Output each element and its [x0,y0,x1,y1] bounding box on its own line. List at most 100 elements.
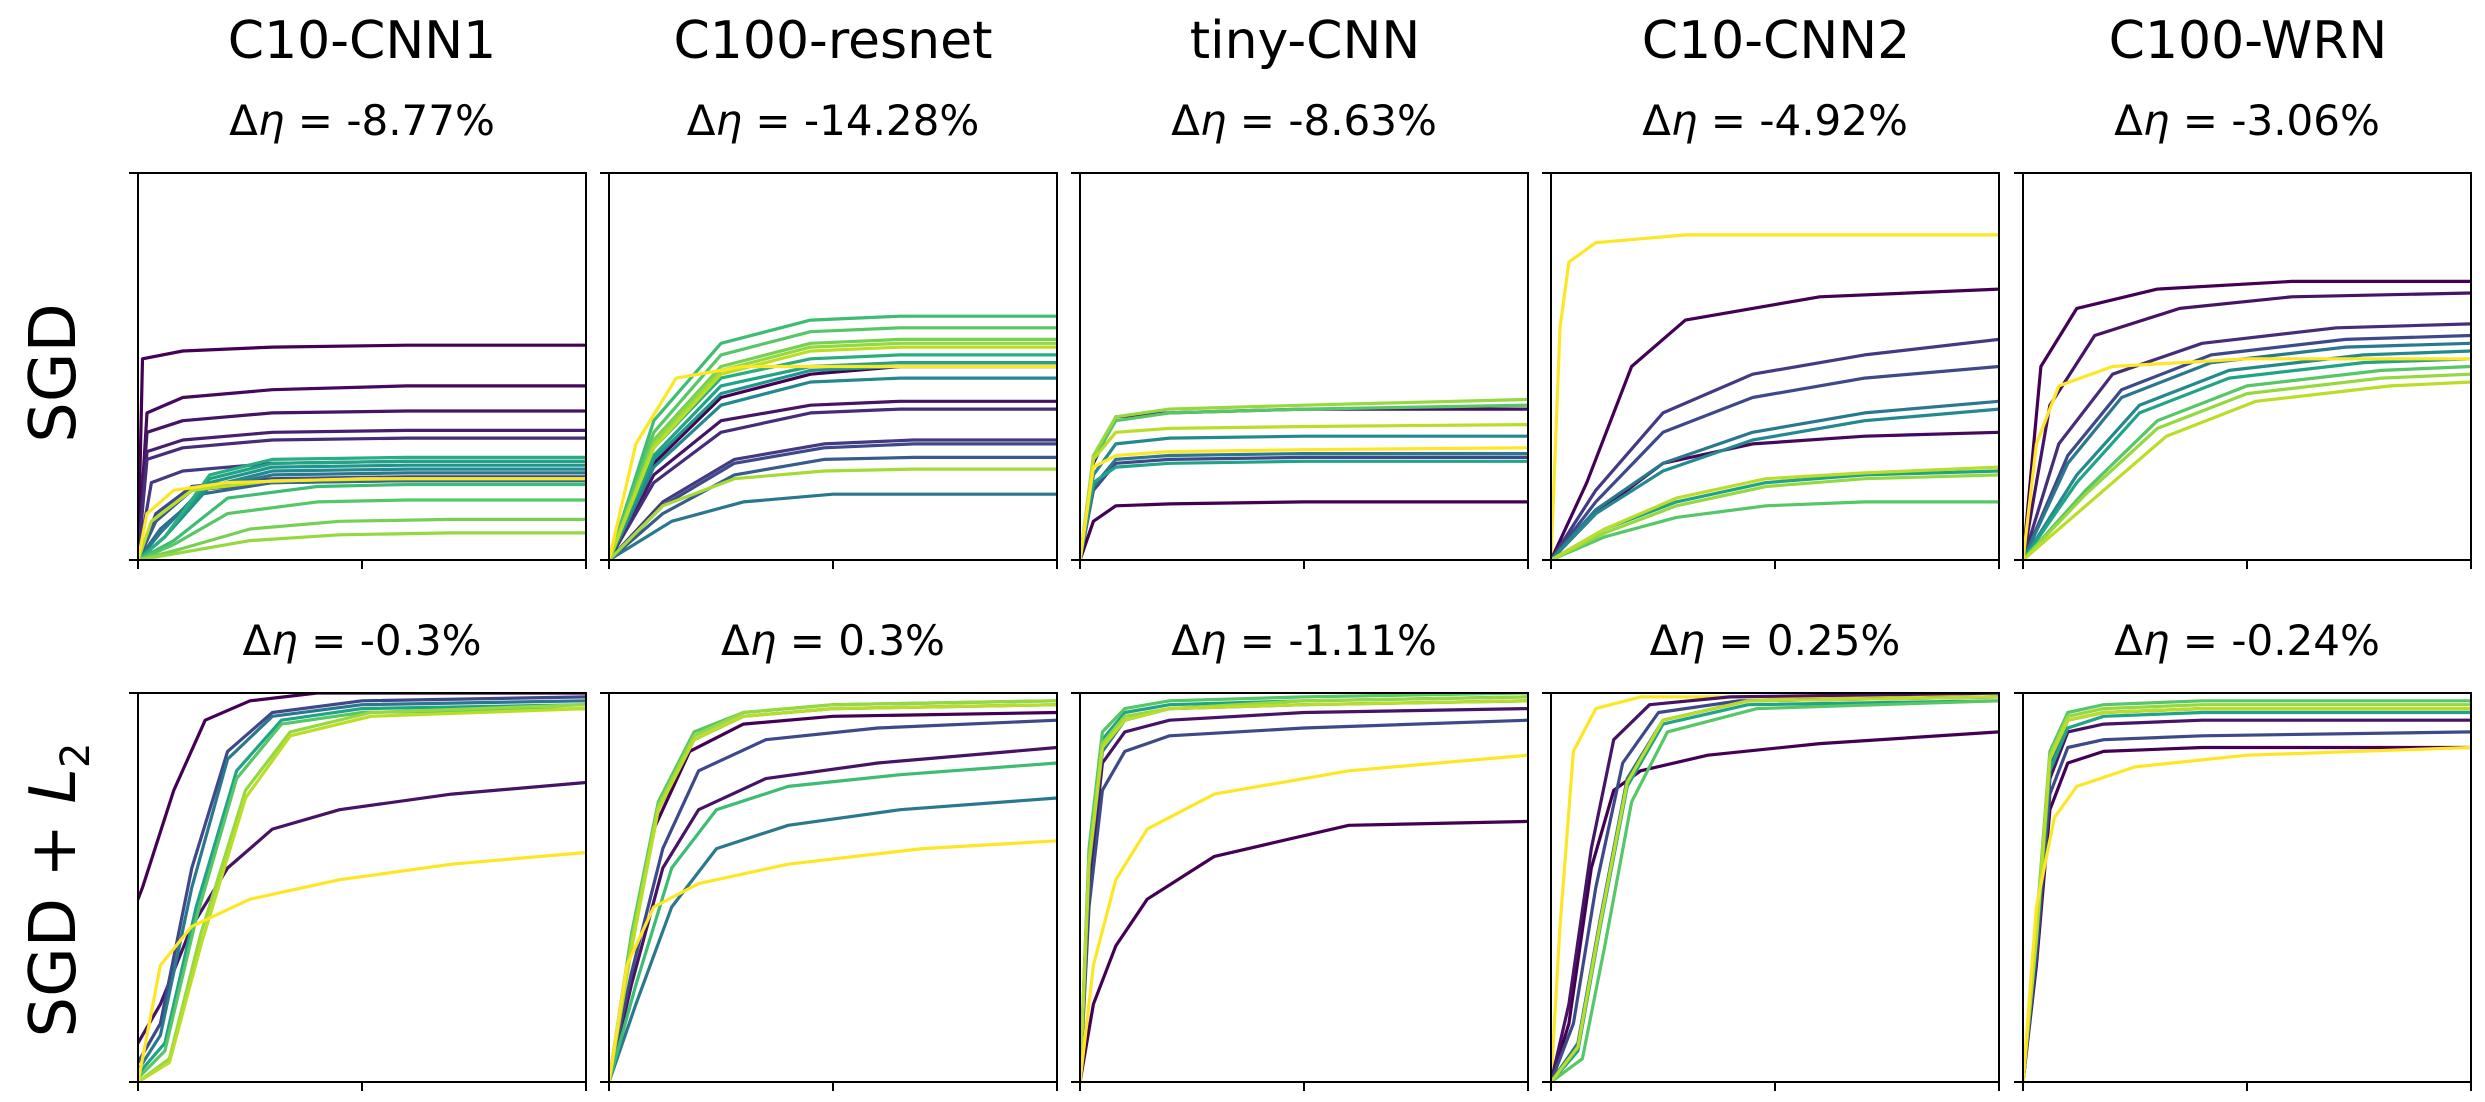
series-line [138,477,586,560]
series-line [609,796,1057,1082]
series-line [2023,730,2471,1082]
series-line [1080,699,1528,1082]
series-line [138,436,586,560]
series-line [1080,695,1528,1082]
series-line [609,839,1057,1082]
series-line [1080,423,1528,560]
axes-frame [1079,692,1529,1083]
series-line [1080,699,1528,1082]
series-line [138,693,586,901]
delta-eta-annotation: Δη = -8.63% [1171,96,1437,145]
series-line [2023,372,2471,560]
panels: Δη = -8.77% Δη = -14.28% Δη = -8.63% Δη = -… [129,96,2472,1091]
series-line [609,314,1057,560]
delta-eta-annotation: Δη = -4.92% [1642,96,1908,145]
series-line [1080,695,1528,1082]
series-lines [2023,279,2471,560]
series-lines [1551,233,1999,560]
series-line [138,531,586,560]
series-line [1551,465,1999,560]
series-line [609,345,1057,560]
panel: Δη = -0.3% [129,616,587,1091]
column-titles: C10-CNN1 C100-resnet tiny-CNN C10-CNN2 C… [228,11,2388,71]
series-line [2023,322,2471,560]
panel: Δη = -3.06% [2014,96,2472,569]
series-line [1551,287,1999,560]
series-line [1551,695,1999,1082]
series-line [1080,459,1528,560]
series-line [2023,364,2471,560]
series-line [609,455,1057,560]
row-label-sgd: SGD [17,303,91,443]
series-line [609,703,1057,1082]
series-line [2023,699,2471,1082]
series-lines [2023,699,2471,1082]
row-label-sgd-l2: SGD + L2 [17,743,99,1038]
series-line [138,482,586,560]
series-line [1551,337,1999,560]
column-title: tiny-CNN [1190,11,1421,71]
series-line [1551,500,1999,560]
series-line [138,706,586,1082]
series-line [138,706,586,1080]
series-lines [1080,693,1528,1082]
delta-eta-annotation: Δη = -14.28% [687,96,980,145]
series-line [1551,473,1999,560]
panel: Δη = -8.77% [129,96,587,569]
series-line [2023,279,2471,560]
axes-frame [608,692,1058,1083]
series-line [1551,233,1999,560]
series-line [2023,341,2471,560]
delta-eta-annotation: Δη = 0.25% [1650,616,1901,665]
delta-eta-annotation: Δη = -1.11% [1171,616,1437,665]
series-line [1551,699,1999,1082]
series-line [1080,452,1528,560]
series-line [2023,357,2471,560]
series-line [1551,695,1999,1082]
series-line [609,376,1057,560]
series-line [138,695,586,1065]
series-line [1080,446,1528,560]
series-line [138,703,586,1082]
series-line [1551,693,1999,1082]
series-line [609,703,1057,1082]
series-line [609,407,1057,560]
series-lines [1080,397,1528,560]
series-line [609,699,1057,1082]
series-line [138,343,586,560]
series-line [609,761,1057,1082]
series-lines [138,343,586,560]
series-line [609,399,1057,560]
series-line [2023,333,2471,560]
series-lines [609,699,1057,1082]
series-line [2023,745,2471,1082]
series-line [1551,699,1999,1082]
series-line [609,364,1057,560]
panel: Δη = -1.11% [1071,616,1529,1091]
column-title: C10-CNN2 [1642,11,1910,71]
series-line [609,492,1057,560]
delta-eta-annotation: Δη = -3.06% [2114,96,2380,145]
series-line [1551,364,1999,560]
delta-eta-annotation: Δη = -0.3% [242,616,481,665]
column-title: C100-WRN [2109,11,2388,71]
series-line [1551,695,1999,1082]
series-line [1080,500,1528,560]
series-lines [1551,693,1999,1082]
series-line [609,745,1057,1082]
series-line [138,498,586,560]
series-lines [138,693,586,1082]
row-labels: SGD SGD + L2 [17,303,99,1037]
series-line [138,479,586,560]
series-line [1080,407,1528,560]
panel: Δη = -4.92% [1542,96,2000,569]
series-line [2023,349,2471,560]
series-line [609,467,1057,560]
series-line [138,850,586,1082]
delta-eta-annotation: Δη = 0.3% [721,616,945,665]
series-line [1551,695,1999,1082]
axes-frame [1550,692,2000,1083]
series-line [609,438,1057,560]
series-line [1080,819,1528,1082]
